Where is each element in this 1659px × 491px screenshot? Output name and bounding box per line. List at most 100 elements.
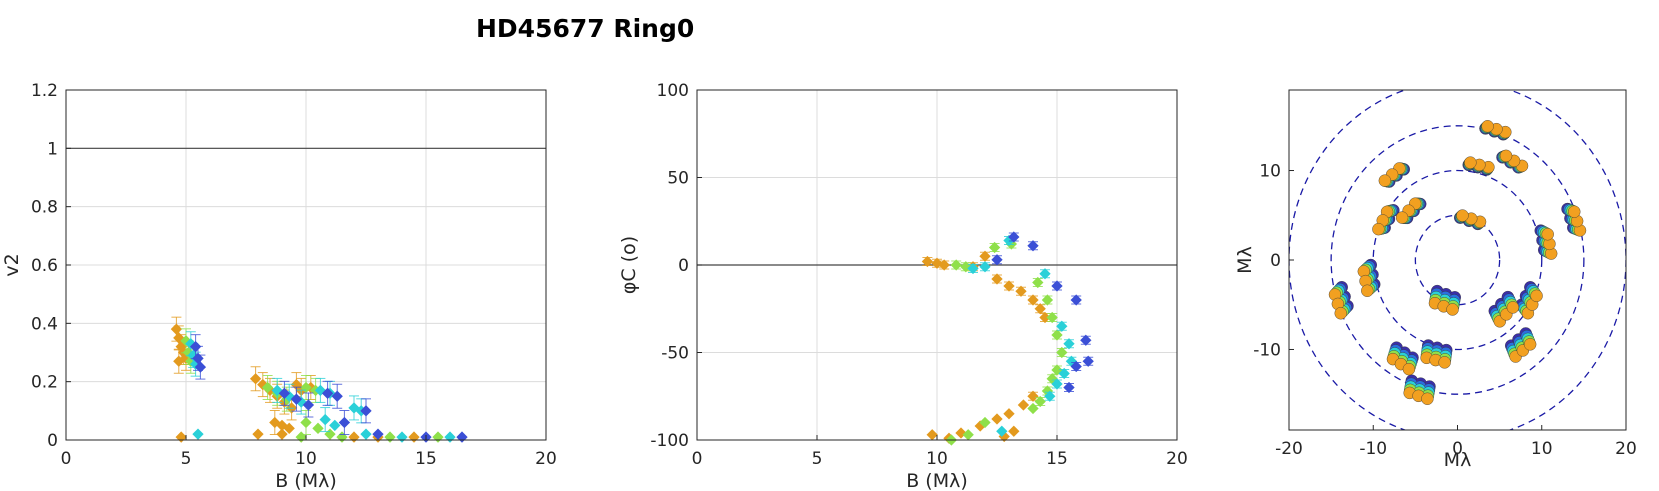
data-point [1027, 240, 1039, 252]
data-point [360, 428, 372, 440]
data-point [938, 259, 950, 271]
data-point [1015, 285, 1027, 297]
uv-point [1361, 284, 1374, 297]
x-tick-label: 15 [415, 449, 437, 469]
data-point [456, 431, 468, 443]
y-tick-label: -10 [1253, 340, 1281, 360]
uv-coverage-plot-yticks: -10 0 10 [1253, 162, 1294, 360]
uv-point [1530, 289, 1543, 303]
data-point [1063, 338, 1075, 350]
data-point [1063, 381, 1075, 394]
x-tick-label: 10 [926, 449, 948, 469]
uv-coverage-points [1328, 120, 1587, 405]
data-point [175, 431, 187, 443]
y-tick-label: 10 [1259, 162, 1281, 182]
y-tick-label: 0.2 [31, 373, 58, 393]
y-tick-label: 0.4 [31, 314, 58, 334]
x-tick-label: 20 [1166, 449, 1188, 469]
uv-point [1541, 228, 1554, 241]
data-point [252, 428, 264, 440]
uv-point [1421, 392, 1434, 405]
data-point [290, 393, 303, 405]
baseline-circle [1372, 169, 1543, 351]
data-point [1017, 399, 1030, 411]
x-tick-label: 10 [295, 449, 317, 469]
data-point [192, 428, 204, 440]
uv-point [1395, 211, 1409, 224]
data-point [1082, 355, 1094, 367]
uv-coverage-plot-xticks: -20 -10 0 10 20 [1275, 425, 1637, 459]
uv-point [1464, 156, 1477, 169]
x-tick-label: 15 [1046, 449, 1068, 469]
data-point [261, 381, 274, 394]
data-point [1003, 408, 1015, 420]
data-point [360, 405, 372, 417]
figure-title: HD45677 Ring0 [476, 14, 694, 43]
data-point [1027, 390, 1039, 402]
x-tick-label: 0 [61, 449, 72, 469]
uv-coverage-plot-ylabel: Mλ [1234, 246, 1256, 274]
data-point [276, 428, 288, 440]
data-point [1058, 367, 1070, 380]
data-point [962, 429, 974, 441]
y-tick-label: 0 [47, 431, 58, 451]
data-point [283, 422, 295, 434]
y-tick-label: 0 [1270, 251, 1281, 271]
data-point [300, 416, 312, 429]
closure-phase-plot-ylabel: φC (o) [618, 236, 640, 294]
uv-point [1506, 301, 1520, 314]
uv-coverage-plot-xlabel: Mλ [1444, 449, 1472, 471]
data-point [408, 431, 420, 443]
v2-plot-xlabel: B (Mλ) [275, 470, 337, 491]
data-point [321, 387, 334, 399]
data-point [278, 387, 291, 399]
y-tick-label: 0 [678, 256, 689, 276]
v2-plot: 0 5 10 15 20 0 0.2 0.4 0.6 0.8 1 1.2 B (Mλ) v2 [1, 81, 557, 491]
uv-point [1456, 209, 1469, 222]
data-point [991, 413, 1003, 425]
y-tick-label: -50 [661, 344, 689, 364]
uv-point [1334, 307, 1347, 320]
data-point [1003, 280, 1015, 292]
data-point [1056, 320, 1068, 332]
uv-point [1402, 362, 1416, 376]
data-point [329, 419, 341, 432]
uv-point [1523, 338, 1537, 351]
data-point [991, 254, 1003, 266]
x-tick-label: 5 [181, 449, 192, 469]
uv-coverage-plot-frame [1288, 89, 1627, 431]
data-point [1070, 294, 1082, 306]
data-point [1051, 329, 1063, 341]
x-tick-label: 20 [1615, 439, 1637, 459]
x-tick-label: 5 [812, 449, 823, 469]
y-tick-label: 0.6 [31, 256, 58, 276]
y-tick-label: 100 [657, 81, 689, 101]
data-point [170, 323, 183, 335]
x-tick-label: 20 [535, 449, 557, 469]
data-point [331, 390, 343, 402]
v2-plot-points [170, 316, 468, 443]
data-point [302, 399, 315, 411]
uv-point [1481, 120, 1494, 133]
data-point [1008, 425, 1020, 437]
data-point [926, 429, 938, 441]
data-point [1039, 311, 1051, 324]
data-point [173, 355, 185, 367]
closure-phase-plot: 0 5 10 15 20 -100 -50 0 50 100 B (Mλ) φC (o) [618, 81, 1188, 491]
uv-coverage-plot: -20 -10 0 10 20 -10 0 10 Mλ Mλ [1234, 89, 1637, 471]
data-point [249, 373, 262, 385]
data-point [432, 431, 444, 443]
data-point [1044, 390, 1056, 402]
uv-point [1568, 205, 1581, 218]
data-point [1070, 360, 1082, 373]
x-tick-label: 10 [1531, 439, 1553, 459]
data-point [1027, 294, 1039, 306]
data-point [312, 422, 324, 434]
baseline-circle [1330, 125, 1585, 395]
data-point [1056, 346, 1068, 359]
data-point [348, 431, 360, 443]
data-point [384, 431, 396, 443]
data-point [1080, 334, 1092, 346]
y-tick-label: -100 [650, 431, 689, 451]
closure-phase-plot-points [921, 231, 1094, 446]
